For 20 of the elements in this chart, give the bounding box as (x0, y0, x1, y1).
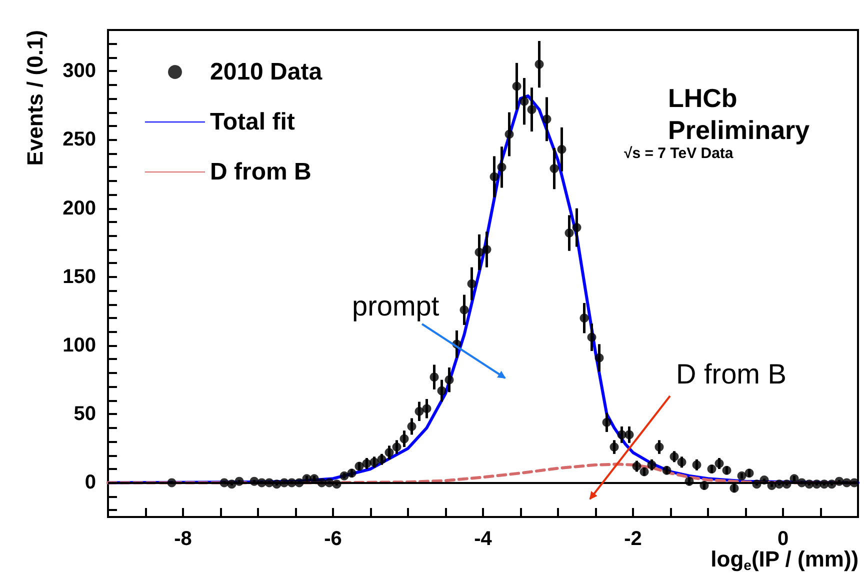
y-tick-label: 0 (84, 472, 96, 494)
annotation: LHCb Preliminary (668, 83, 810, 145)
x-tick-label: -4 (474, 528, 493, 550)
x-tick-label: -8 (174, 528, 192, 550)
x-tick-label: -2 (624, 528, 642, 550)
y-tick-label: 100 (62, 334, 96, 357)
y-tick-label: 300 (62, 60, 96, 82)
x-tick-label: -6 (324, 528, 342, 550)
y-tick-label: 150 (62, 266, 96, 288)
y-tick-label: 50 (74, 403, 96, 426)
annotation: D from B (676, 358, 786, 390)
x-tick-label: 0 (777, 528, 789, 550)
y-axis-title: Events / (0.1) (22, 30, 48, 166)
annotation: prompt (352, 290, 440, 322)
y-tick-label: 250 (62, 128, 96, 151)
legend-label: 2010 Data (210, 58, 323, 86)
legend-label: D from B (210, 158, 312, 186)
legend-label: Total fit (210, 108, 295, 136)
annotation: √s = 7 TeV Data (624, 145, 734, 162)
y-tick-label: 200 (62, 197, 96, 220)
